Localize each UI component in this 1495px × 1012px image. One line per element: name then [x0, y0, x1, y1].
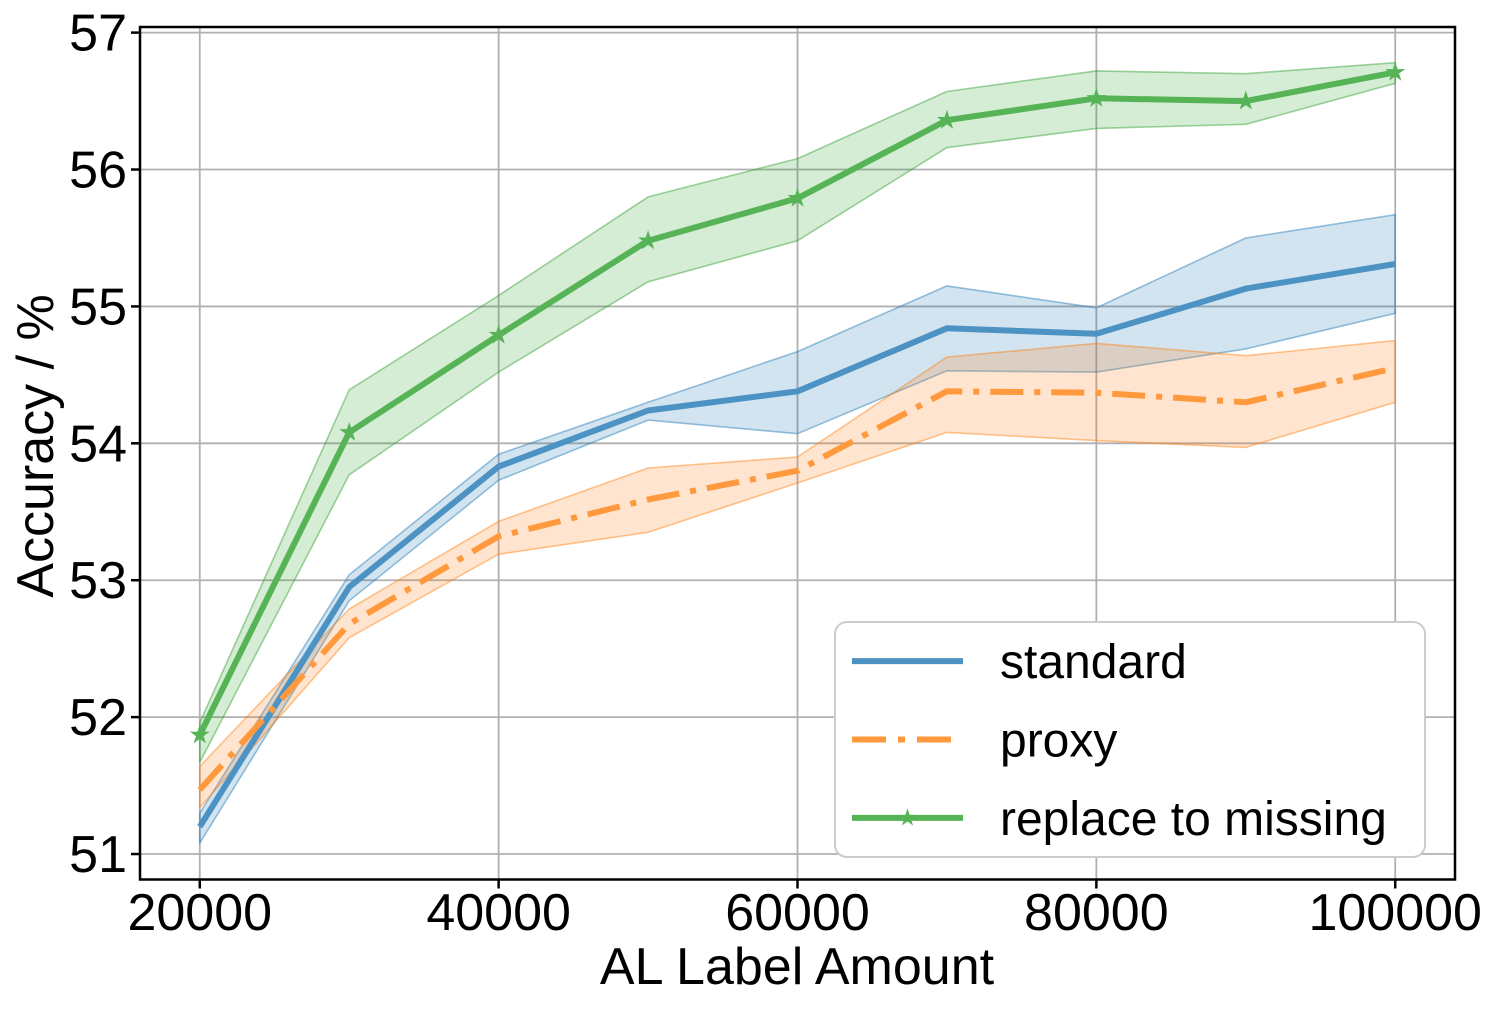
- line-proxy: [197, 365, 1396, 792]
- y-tick-label: 54: [69, 415, 127, 473]
- star-marker: [339, 421, 360, 441]
- x-tick-label: 100000: [1308, 884, 1482, 942]
- grid: 20000 40000 60000 80000 100000 51 52 53 54 55 56 57: [69, 5, 1482, 942]
- x-tick-label: 20000: [127, 884, 272, 942]
- x-tick-label: 60000: [725, 884, 870, 942]
- y-tick-label: 55: [69, 278, 127, 336]
- plot-border: [138, 25, 1457, 881]
- star-marker: [1086, 87, 1107, 107]
- y-tick-label: 53: [69, 552, 127, 610]
- y-tick-label: 57: [69, 5, 127, 63]
- star-marker: [787, 187, 808, 207]
- legend-label-replace-to-missing: replace to missing: [1000, 793, 1387, 846]
- x-tick-label: 40000: [426, 884, 571, 942]
- line-standard: [197, 261, 1396, 829]
- legend-box: [834, 621, 1426, 858]
- y-tick-label: 52: [69, 689, 127, 747]
- band-replace-to-missing: [199, 61, 1396, 764]
- series-lines: [189, 61, 1406, 829]
- legend-item-replace-to-missing: replace to missing: [852, 793, 1387, 846]
- star-marker: [1235, 90, 1256, 110]
- y-axis-label: Accuracy / %: [7, 294, 65, 598]
- legend-item-standard: standard: [852, 636, 1187, 689]
- y-tick-label: 56: [69, 142, 127, 200]
- star-marker: [1385, 61, 1406, 81]
- legend-label-proxy: proxy: [1000, 715, 1117, 768]
- star-marker: [638, 230, 659, 250]
- star-marker: [936, 109, 957, 129]
- markers-replace-to-missing: [189, 61, 1406, 744]
- legend-item-proxy: proxy: [852, 715, 1117, 768]
- x-axis-label: AL Label Amount: [599, 938, 995, 996]
- star-marker: [189, 724, 210, 744]
- x-tick-label: 80000: [1024, 884, 1169, 942]
- legend: standard proxy replace to missing: [834, 621, 1426, 858]
- legend-label-standard: standard: [1000, 636, 1187, 689]
- band-standard: [199, 213, 1396, 844]
- y-tick-label: 51: [69, 826, 127, 884]
- star-marker: [488, 324, 509, 344]
- legend-star-marker: [898, 808, 917, 826]
